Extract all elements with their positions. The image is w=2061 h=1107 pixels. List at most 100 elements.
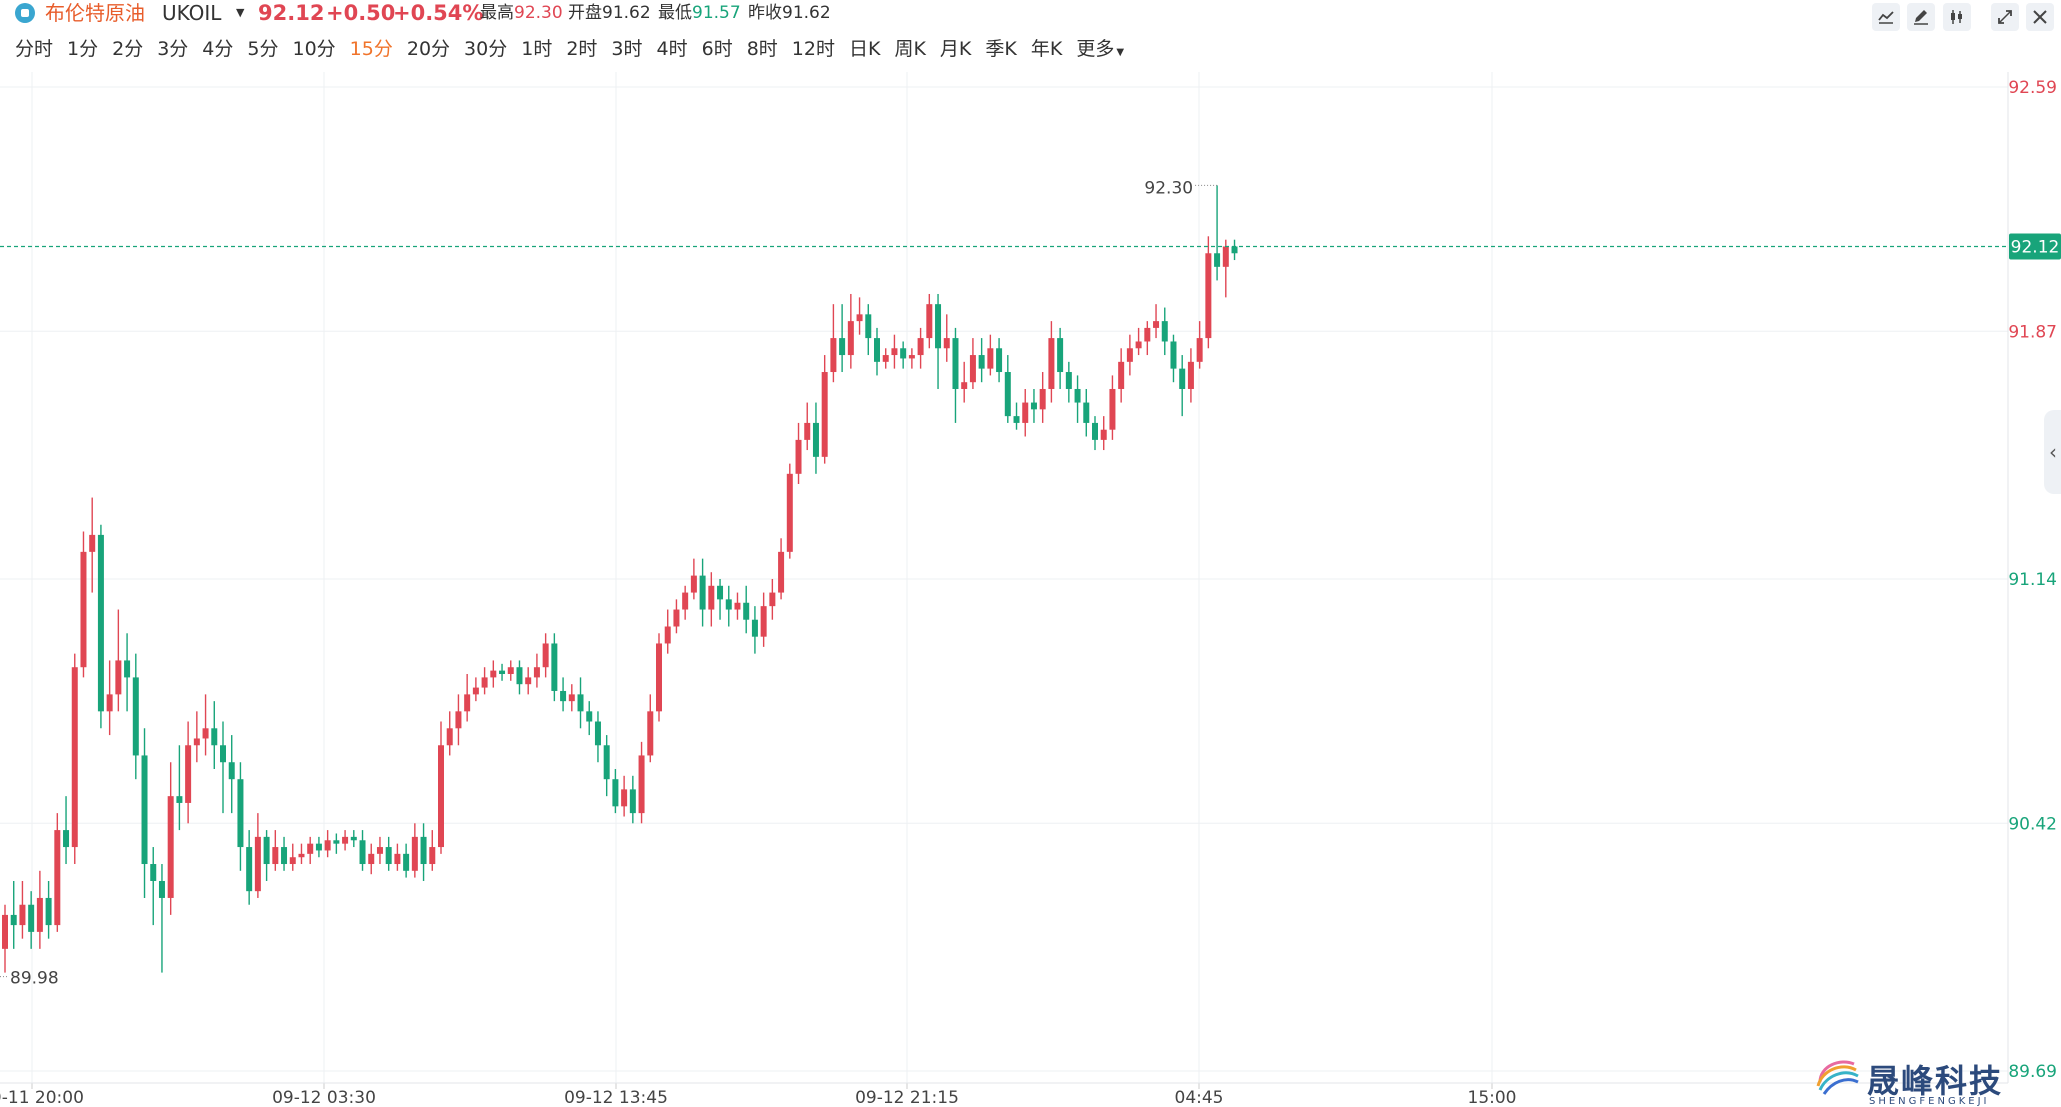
candle-body [211, 728, 218, 746]
candle-body [429, 847, 436, 865]
tab-period[interactable]: 分时 [15, 37, 54, 60]
chart-overlay: 92.12 92.30 89.98 [0, 178, 2061, 989]
tab-period[interactable]: 年K [1030, 37, 1063, 60]
tab-period[interactable]: 4时 [656, 37, 688, 60]
candle-body [36, 897, 43, 932]
candle-body [1048, 338, 1055, 389]
min-price-label: 89.98 [10, 969, 59, 989]
candle [699, 558, 706, 627]
side-panel-toggle[interactable]: ‹ [2044, 410, 2061, 494]
tab-period[interactable]: 10分 [292, 37, 336, 60]
candle-body [1022, 402, 1029, 423]
tab-period[interactable]: 1时 [521, 37, 553, 60]
instrument-name[interactable]: 布伦特原油 [45, 1, 145, 25]
candle-body [490, 670, 497, 678]
candle-body [106, 694, 113, 712]
candle [472, 677, 479, 702]
candle [1231, 239, 1238, 261]
tab-period[interactable]: 2时 [566, 37, 598, 60]
candle [1022, 388, 1029, 437]
quote-header: 布伦特原油 UKOIL ▼ 92.12 +0.50 +0.54% 最高92.30… [0, 0, 2061, 31]
candle-body [97, 534, 104, 712]
tab-period[interactable]: 20分 [406, 37, 451, 60]
candle [1074, 375, 1081, 423]
chevron-left-icon[interactable]: ‹ [2049, 440, 2057, 464]
candle [89, 497, 96, 593]
tab-period[interactable]: 3分 [157, 37, 189, 60]
tab-period[interactable]: 12时 [791, 37, 835, 60]
candle [176, 745, 183, 831]
candle-body [1057, 338, 1064, 373]
tab-period[interactable]: 8时 [746, 37, 778, 60]
chevron-down-icon[interactable]: ▼ [1116, 46, 1125, 58]
candle [647, 694, 654, 763]
candle-body [185, 745, 192, 803]
candle [455, 694, 462, 746]
candle-body [690, 575, 697, 593]
candle-body [542, 643, 549, 668]
tab-period[interactable]: 周K [894, 37, 926, 60]
tab-period[interactable]: 5分 [247, 37, 279, 60]
draw-pen-icon[interactable] [1907, 3, 1935, 31]
candle-body [1092, 422, 1098, 440]
tab-period[interactable]: 4分 [202, 37, 234, 60]
chevron-down-icon[interactable]: ▼ [236, 6, 245, 19]
candle [342, 830, 349, 851]
candle-body [289, 857, 296, 865]
candle [629, 775, 636, 824]
candle-body [935, 304, 942, 349]
candle-body [359, 840, 366, 865]
candle [1004, 355, 1011, 423]
price-change: +0.50 [326, 1, 396, 25]
candle-body [420, 836, 427, 865]
tab-period[interactable]: 2分 [112, 37, 144, 60]
candle [978, 338, 985, 383]
candle-body [516, 667, 523, 685]
candle [403, 843, 410, 878]
candle [952, 327, 959, 423]
candlestick-icon[interactable] [1943, 3, 1971, 31]
tab-period[interactable]: 15分 [349, 37, 393, 60]
candle [525, 667, 532, 695]
tab-period[interactable]: 6时 [701, 37, 733, 60]
candle-body [1083, 402, 1090, 423]
close-icon[interactable] [2026, 3, 2054, 31]
candle-body [1074, 388, 1081, 403]
tab-period[interactable]: 30分 [464, 37, 508, 60]
candle-body [673, 609, 680, 627]
candle [324, 830, 331, 858]
candle-body [734, 602, 741, 610]
candle-body [882, 355, 889, 362]
low-value: 91.57 [692, 3, 741, 23]
tab-period[interactable]: 月K [939, 37, 972, 60]
candle-body [80, 551, 87, 668]
candle-body [28, 904, 35, 932]
candle-body [176, 796, 183, 803]
y-tick-label: 92.59 [2008, 78, 2057, 98]
candle-body [603, 745, 610, 780]
candle [1205, 236, 1212, 349]
candle [158, 864, 165, 973]
candle [80, 531, 87, 678]
candle-body [760, 606, 767, 637]
tab-period[interactable]: 更多 ▼ [1076, 37, 1125, 60]
candle [1118, 348, 1125, 403]
tab-period[interactable]: 3时 [611, 37, 643, 60]
candle-body [917, 338, 924, 356]
tab-period[interactable]: 季K [985, 37, 1017, 60]
instrument-code[interactable]: UKOIL [162, 1, 222, 25]
candle [307, 836, 314, 865]
candle-body [1222, 246, 1229, 267]
candle [900, 341, 907, 369]
fullscreen-icon[interactable] [1991, 3, 2019, 31]
line-chart-icon[interactable] [1872, 3, 1900, 31]
tab-period[interactable]: 日K [848, 37, 881, 60]
candle [812, 402, 819, 474]
candle [1135, 327, 1142, 356]
tab-period[interactable]: 1分 [67, 37, 99, 60]
candle [1196, 321, 1203, 369]
candle-body [804, 422, 811, 440]
watermark-title: 晟峰科技 [1867, 1062, 2004, 1100]
candle-body [865, 314, 872, 339]
